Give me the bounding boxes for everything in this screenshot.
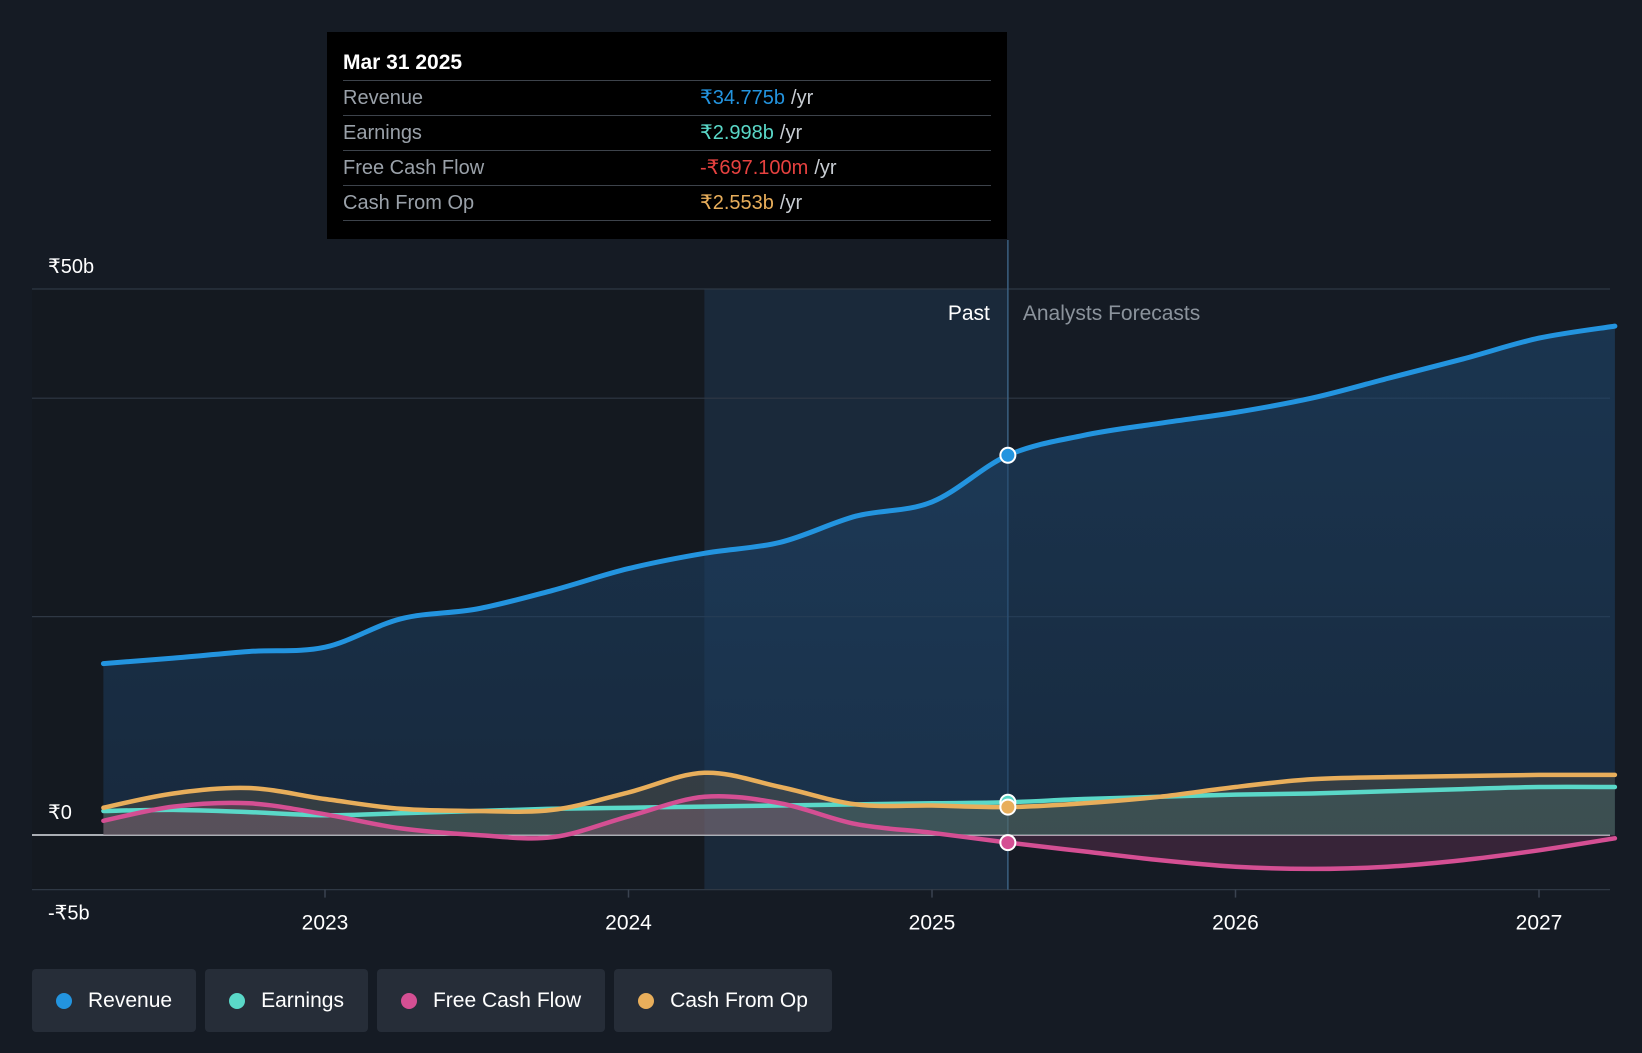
x-tick-label: 2023 — [302, 912, 349, 935]
x-tick-label: 2027 — [1516, 912, 1563, 935]
marker-free-cash-flow — [999, 834, 1017, 852]
x-tick-label: 2024 — [605, 912, 652, 935]
tooltip-unit: /yr — [814, 157, 837, 179]
tooltip-value: -₹697.100m — [700, 157, 809, 179]
legend-label: Cash From Op — [670, 988, 808, 1012]
area-revenue — [103, 326, 1615, 835]
y-axis-label: -₹5b — [48, 903, 90, 925]
tooltip-value: ₹2.998b — [700, 122, 774, 144]
tooltip-row-revenue: Revenue ₹34.775b /yr — [343, 81, 991, 116]
x-tick-label: 2025 — [909, 912, 956, 935]
tooltip-date: Mar 31 2025 — [343, 46, 991, 81]
x-tick-label: 2026 — [1212, 912, 1259, 935]
past-label: Past — [948, 302, 990, 325]
legend-label: Earnings — [261, 988, 344, 1012]
tooltip-value: ₹2.553b — [700, 192, 774, 214]
tooltip: Mar 31 2025 Revenue ₹34.775b /yr Earning… — [327, 32, 1007, 239]
y-axis-label: ₹0 — [48, 802, 72, 824]
tooltip-unit: /yr — [779, 122, 803, 144]
earnings-dot-icon — [229, 992, 246, 1009]
free-cash-flow-dot-icon — [400, 992, 417, 1009]
cash-from-op-dot-icon — [638, 992, 655, 1009]
forecast-label: Analysts Forecasts — [1023, 302, 1200, 325]
tooltip-unit: /yr — [779, 192, 803, 214]
line-cash-from-op — [101, 770, 1618, 814]
tooltip-row-cash-from-op: Cash From Op ₹2.553b /yr — [343, 186, 991, 221]
legend-label: Revenue — [88, 988, 173, 1012]
legend-item-revenue[interactable]: Revenue — [32, 969, 197, 1032]
line-revenue — [100, 323, 1618, 667]
legend-item-cash-from-op[interactable]: Cash From Op — [614, 969, 832, 1032]
area-earnings — [103, 786, 1615, 835]
tooltip-label: Free Cash Flow — [343, 157, 485, 179]
tooltip-label: Revenue — [343, 87, 424, 109]
area-free-cash-flow — [103, 796, 1615, 869]
tooltip-label: Cash From Op — [343, 192, 475, 214]
y-axis-label: ₹50b — [48, 256, 94, 278]
legend: Revenue Earnings Free Cash Flow Cash Fro… — [32, 969, 832, 1032]
legend-item-earnings[interactable]: Earnings — [205, 969, 368, 1032]
legend-item-free-cash-flow[interactable]: Free Cash Flow — [376, 969, 606, 1032]
tooltip-value: ₹34.775b — [700, 87, 786, 109]
line-free-cash-flow — [101, 793, 1618, 872]
legend-label: Free Cash Flow — [432, 988, 582, 1012]
revenue-dot-icon — [56, 992, 72, 1009]
marker-revenue — [999, 446, 1017, 464]
tooltip-unit: /yr — [791, 87, 814, 109]
tooltip-label: Earnings — [343, 122, 422, 144]
tooltip-row-earnings: Earnings ₹2.998b /yr — [343, 116, 991, 151]
marker-cash-from-op — [999, 798, 1017, 816]
tooltip-row-free-cash-flow: Free Cash Flow -₹697.100m /yr — [343, 151, 991, 186]
